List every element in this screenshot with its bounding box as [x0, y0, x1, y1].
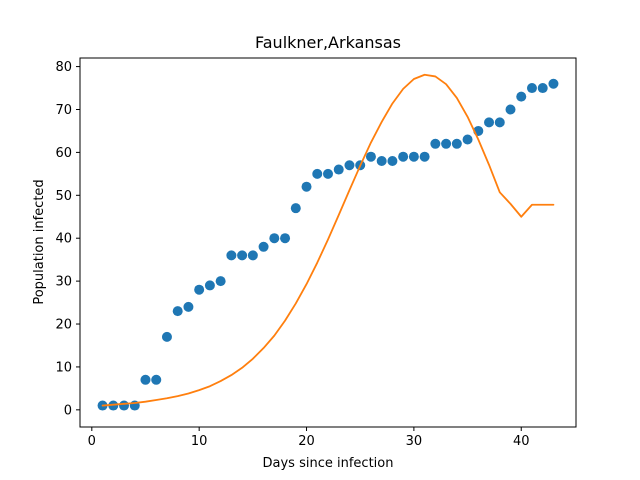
axes-frame: [79, 57, 577, 428]
data-point: [344, 160, 355, 171]
data-point: [484, 117, 495, 128]
y-tick-label: 40: [55, 232, 72, 247]
data-point: [172, 306, 183, 317]
data-point: [387, 155, 398, 166]
plot-area: [97, 73, 559, 411]
data-point: [398, 151, 409, 162]
data-point: [151, 374, 162, 385]
x-tick-label: 0: [88, 434, 96, 449]
data-point: [537, 83, 548, 94]
data-point: [441, 138, 452, 149]
data-point: [301, 181, 312, 192]
data-point: [376, 155, 387, 166]
axis-ticks: 0 10 20 30 40 0 10 20 30 40 50 60 70 80: [55, 60, 529, 449]
data-point: [119, 400, 130, 411]
data-point: [526, 83, 537, 94]
x-axis-label: Days since infection: [263, 456, 394, 471]
y-tick-label: 10: [55, 360, 72, 375]
data-point: [494, 117, 505, 128]
data-point: [161, 331, 172, 342]
data-point: [215, 276, 226, 287]
x-tick-label: 10: [191, 434, 208, 449]
data-point: [365, 151, 376, 162]
y-tick-label: 70: [55, 103, 72, 118]
y-tick-label: 30: [55, 275, 72, 290]
data-point: [290, 203, 301, 214]
data-point: [258, 241, 269, 252]
data-point: [505, 104, 516, 115]
data-point: [226, 250, 237, 261]
y-tick-label: 0: [64, 403, 72, 418]
model-line: [101, 73, 555, 407]
data-point: [419, 151, 430, 162]
data-point: [408, 151, 419, 162]
x-tick-label: 30: [406, 434, 423, 449]
data-point: [140, 374, 151, 385]
x-tick-label: 20: [298, 434, 315, 449]
data-point: [269, 233, 280, 244]
y-tick-label: 20: [55, 318, 72, 333]
data-point: [312, 168, 323, 179]
data-point: [548, 78, 559, 89]
data-point: [462, 134, 473, 145]
y-tick-label: 50: [55, 189, 72, 204]
y-tick-label: 60: [55, 146, 72, 161]
data-point: [183, 301, 194, 312]
y-tick-label: 80: [55, 60, 72, 75]
chart-title: Faulkner,Arkansas: [255, 33, 401, 52]
data-point: [430, 138, 441, 149]
data-point: [516, 91, 527, 102]
data-point: [333, 164, 344, 175]
data-point: [204, 280, 215, 291]
data-point: [451, 138, 462, 149]
data-point: [280, 233, 291, 244]
data-point: [194, 284, 205, 295]
data-point: [247, 250, 258, 261]
y-axis-label: Population infected: [32, 179, 47, 304]
data-point: [237, 250, 248, 261]
x-tick-label: 40: [513, 434, 530, 449]
data-point: [323, 168, 333, 179]
